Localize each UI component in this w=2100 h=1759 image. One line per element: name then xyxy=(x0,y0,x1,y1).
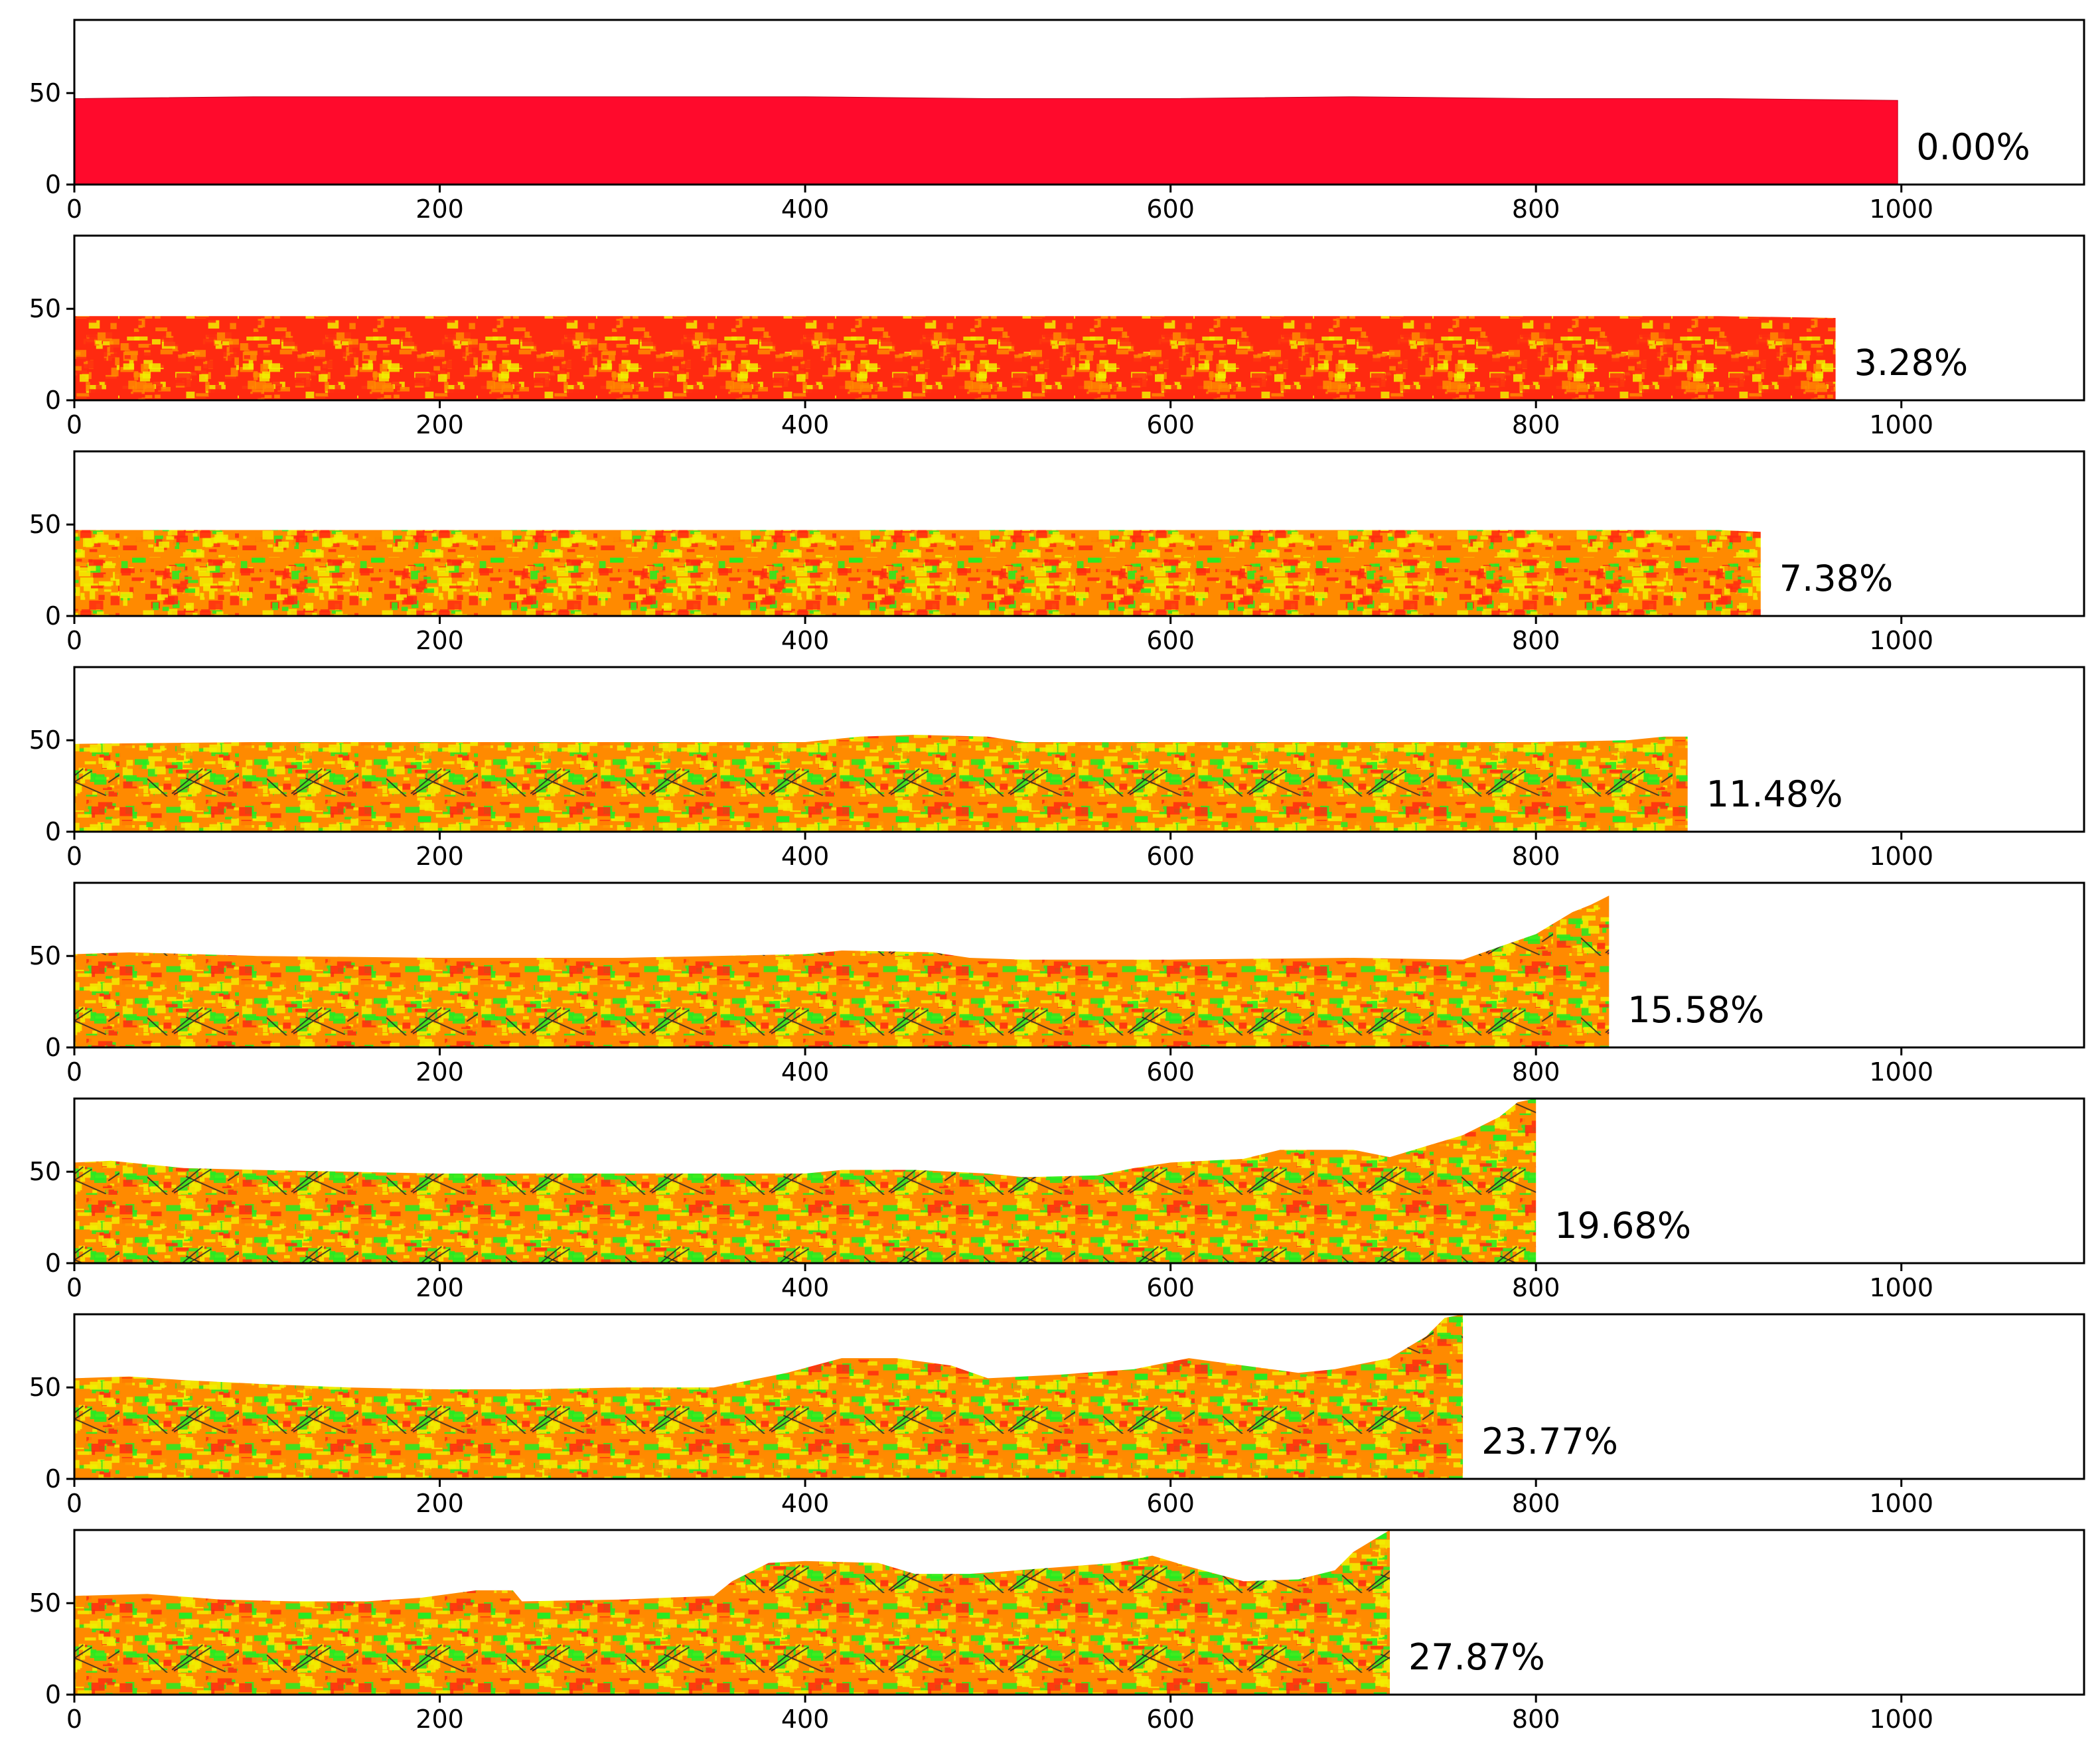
xtick-label: 0 xyxy=(66,1273,82,1302)
percentage-label: 19.68% xyxy=(1554,1205,1691,1247)
ytick-label: 50 xyxy=(29,294,61,323)
panel-3: 0 50 0 200 400 600 800 1000 11.48% xyxy=(29,666,2085,871)
ytick-label: 50 xyxy=(29,78,61,108)
ytick-label: 50 xyxy=(29,1373,61,1402)
axes-frame-0 xyxy=(73,19,2085,186)
sample-area-6 xyxy=(74,1314,1463,1479)
xtick-label: 400 xyxy=(781,194,830,224)
xtick-label: 1000 xyxy=(1869,194,1933,224)
xtick-label: 1000 xyxy=(1869,410,1933,439)
ytick-label: 0 xyxy=(45,1033,61,1062)
ytick-label: 0 xyxy=(45,386,61,415)
ytick-label: 50 xyxy=(29,1157,61,1186)
xtick-label: 0 xyxy=(66,1705,82,1734)
sample-area-4 xyxy=(74,895,1610,1047)
percentage-label: 15.58% xyxy=(1627,989,1764,1031)
axes-frame-4 xyxy=(73,881,2085,1049)
xtick-label: 200 xyxy=(415,842,464,871)
panel-5: 0 50 0 200 400 600 800 1000 19.68% xyxy=(29,1097,2085,1302)
xtick-label: 400 xyxy=(781,1273,830,1302)
xtick-label: 400 xyxy=(781,626,830,655)
xtick-label: 400 xyxy=(781,1705,830,1734)
ytick-label: 0 xyxy=(45,170,61,199)
axes-frame-2 xyxy=(73,450,2085,617)
ytick-label: 0 xyxy=(45,817,61,846)
xtick-label: 800 xyxy=(1512,842,1560,871)
panels: 0 50 0 200 400 600 800 1000 0.00% 0 50 0 200 400 600 80… xyxy=(29,19,2085,1734)
xtick-label: 1000 xyxy=(1869,842,1933,871)
sample-area-1 xyxy=(74,316,1836,400)
xtick-label: 0 xyxy=(66,194,82,224)
xtick-label: 400 xyxy=(781,1057,830,1087)
panel-2: 0 50 0 200 400 600 800 1000 7.38% xyxy=(29,450,2085,655)
xtick-label: 800 xyxy=(1512,410,1560,439)
xtick-label: 600 xyxy=(1146,410,1195,439)
xtick-label: 600 xyxy=(1146,194,1195,224)
xtick-label: 600 xyxy=(1146,842,1195,871)
axes-frame-3 xyxy=(73,666,2085,833)
xtick-label: 0 xyxy=(66,410,82,439)
panel-7: 0 50 0 200 400 600 800 1000 27.87% xyxy=(29,1529,2085,1734)
percentage-label: 3.28% xyxy=(1854,342,1969,384)
xtick-label: 200 xyxy=(415,626,464,655)
panel-6: 0 50 0 200 400 600 800 1000 23.77% xyxy=(29,1313,2085,1518)
ytick-label: 0 xyxy=(45,1249,61,1278)
percentage-label: 7.38% xyxy=(1779,558,1894,599)
sample-area-5 xyxy=(74,1099,1537,1263)
ytick-label: 0 xyxy=(45,601,61,631)
panel-0: 0 50 0 200 400 600 800 1000 0.00% xyxy=(29,19,2085,224)
xtick-label: 600 xyxy=(1146,1489,1195,1518)
xtick-label: 0 xyxy=(66,1489,82,1518)
ytick-label: 50 xyxy=(29,941,61,970)
xtick-label: 0 xyxy=(66,1057,82,1087)
xtick-label: 200 xyxy=(415,1273,464,1302)
xtick-label: 1000 xyxy=(1869,1489,1933,1518)
xtick-label: 200 xyxy=(415,410,464,439)
xtick-label: 200 xyxy=(415,194,464,224)
sample-area-7 xyxy=(74,1530,1390,1695)
ytick-label: 50 xyxy=(29,726,61,755)
xtick-label: 600 xyxy=(1146,1057,1195,1087)
axes-frame-7 xyxy=(73,1529,2085,1696)
percentage-label: 23.77% xyxy=(1481,1420,1618,1462)
xtick-label: 0 xyxy=(66,842,82,871)
panel-4: 0 50 0 200 400 600 800 1000 15.58% xyxy=(29,881,2085,1087)
sample-area-2 xyxy=(74,530,1761,616)
axes-frame-6 xyxy=(73,1313,2085,1480)
xtick-label: 800 xyxy=(1512,626,1560,655)
xtick-label: 600 xyxy=(1146,1273,1195,1302)
sample-area-0 xyxy=(74,96,1898,185)
xtick-label: 1000 xyxy=(1869,1705,1933,1734)
xtick-label: 800 xyxy=(1512,1705,1560,1734)
xtick-label: 1000 xyxy=(1869,1273,1933,1302)
axes-frame-1 xyxy=(73,234,2085,402)
axes-frame-5 xyxy=(73,1097,2085,1264)
xtick-label: 200 xyxy=(415,1705,464,1734)
panel-1: 0 50 0 200 400 600 800 1000 3.28% xyxy=(29,234,2085,439)
xtick-label: 800 xyxy=(1512,194,1560,224)
percentage-label: 11.48% xyxy=(1706,773,1843,815)
xtick-label: 600 xyxy=(1146,1705,1195,1734)
percentage-label: 27.87% xyxy=(1408,1636,1545,1678)
xtick-label: 400 xyxy=(781,1489,830,1518)
percentage-label: 0.00% xyxy=(1916,126,2030,168)
xtick-label: 800 xyxy=(1512,1489,1560,1518)
xtick-label: 1000 xyxy=(1869,626,1933,655)
xtick-label: 600 xyxy=(1146,626,1195,655)
xtick-label: 800 xyxy=(1512,1057,1560,1087)
xtick-label: 200 xyxy=(415,1489,464,1518)
ytick-label: 50 xyxy=(29,1588,61,1618)
ytick-label: 50 xyxy=(29,510,61,539)
xtick-label: 400 xyxy=(781,410,830,439)
ytick-label: 0 xyxy=(45,1680,61,1709)
ytick-label: 0 xyxy=(45,1464,61,1493)
sample-area-3 xyxy=(74,735,1688,832)
xtick-label: 400 xyxy=(781,842,830,871)
xtick-label: 200 xyxy=(415,1057,464,1087)
xtick-label: 800 xyxy=(1512,1273,1560,1302)
xtick-label: 0 xyxy=(66,626,82,655)
xtick-label: 1000 xyxy=(1869,1057,1933,1087)
